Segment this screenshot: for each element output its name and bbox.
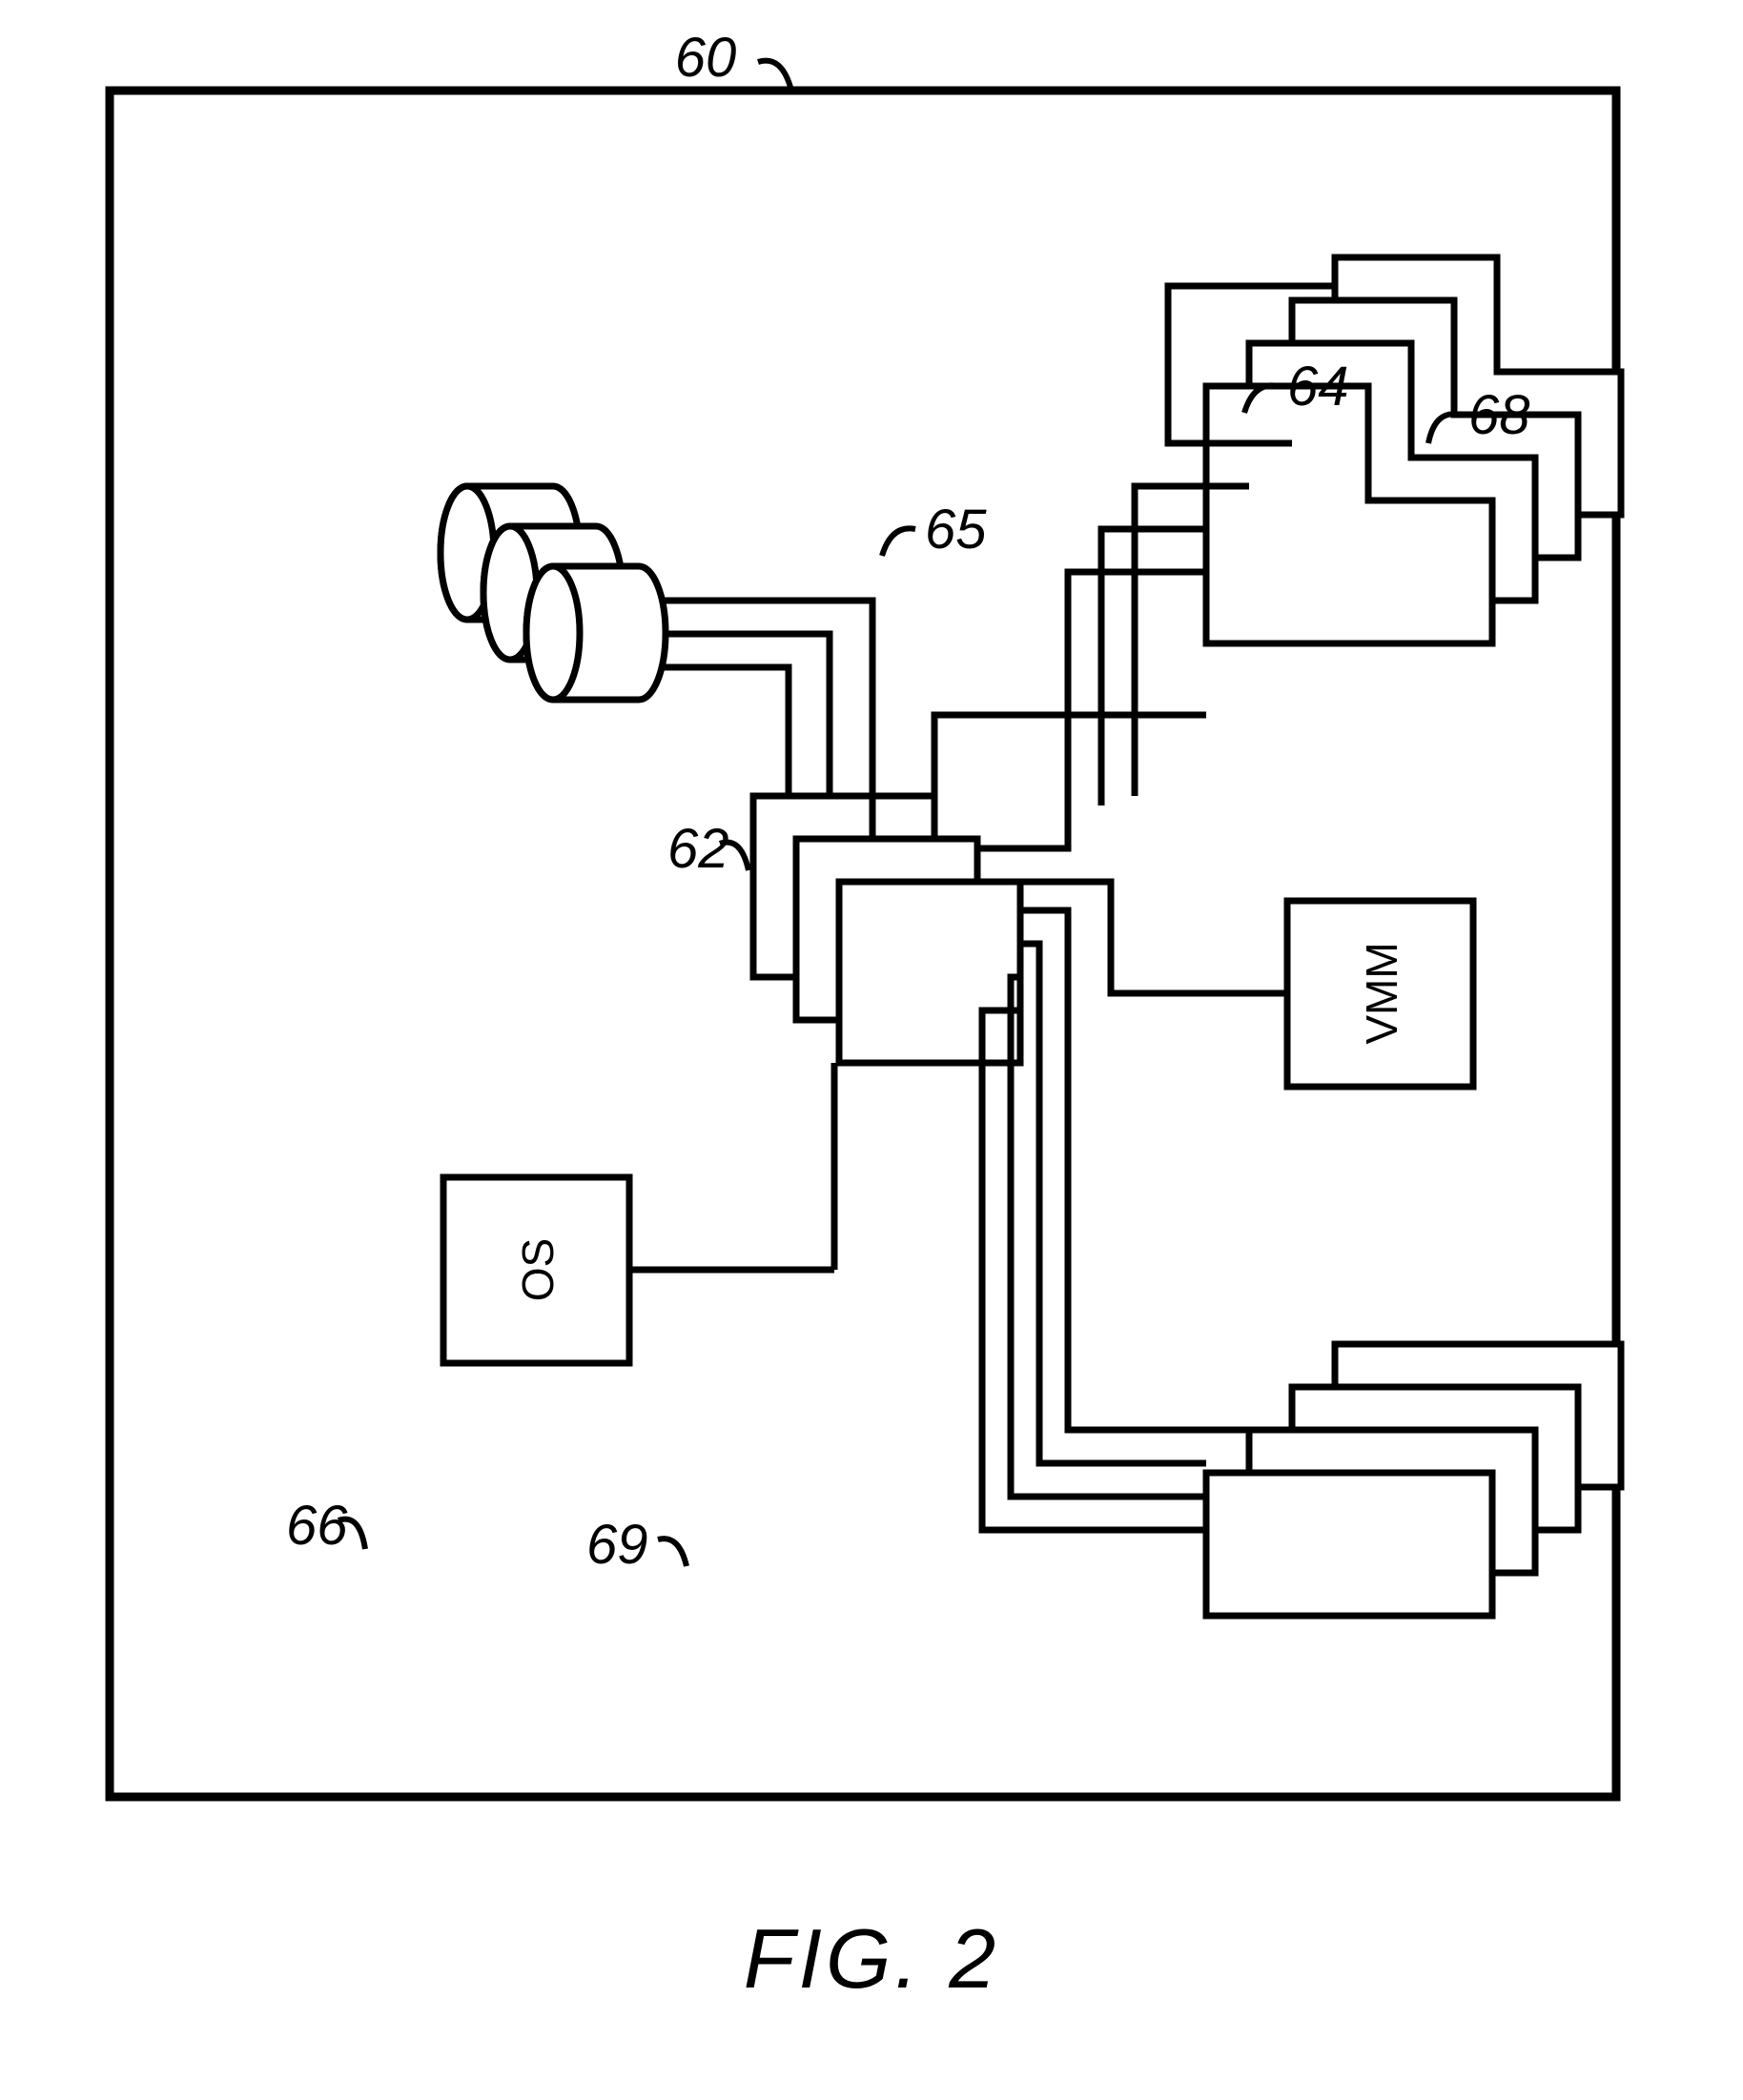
os-label: OS [513,1238,563,1301]
ref-68: 68 [1468,384,1530,446]
mem-right-stack [1206,257,1621,643]
ref-60: 60 [675,27,737,89]
ref-60-leader [758,61,791,91]
ref-69-leader [658,1539,687,1566]
ref-69: 69 [586,1514,648,1576]
figure-caption: FIG. 2 [744,1911,1000,2006]
ref-65-leader [882,528,915,556]
ref-66: 66 [286,1495,348,1557]
vmm-label: VMM [1357,942,1406,1044]
ref-62: 62 [667,818,729,880]
ref-64: 64 [1287,356,1349,418]
os-box: OS [443,1177,629,1363]
vmm-box: VMM [1287,901,1473,1087]
ref-65: 65 [925,499,987,561]
vmm-to-cpu-line [1020,882,1287,993]
storage-stack [441,486,666,700]
mem-left-stack [1206,1344,1621,1616]
